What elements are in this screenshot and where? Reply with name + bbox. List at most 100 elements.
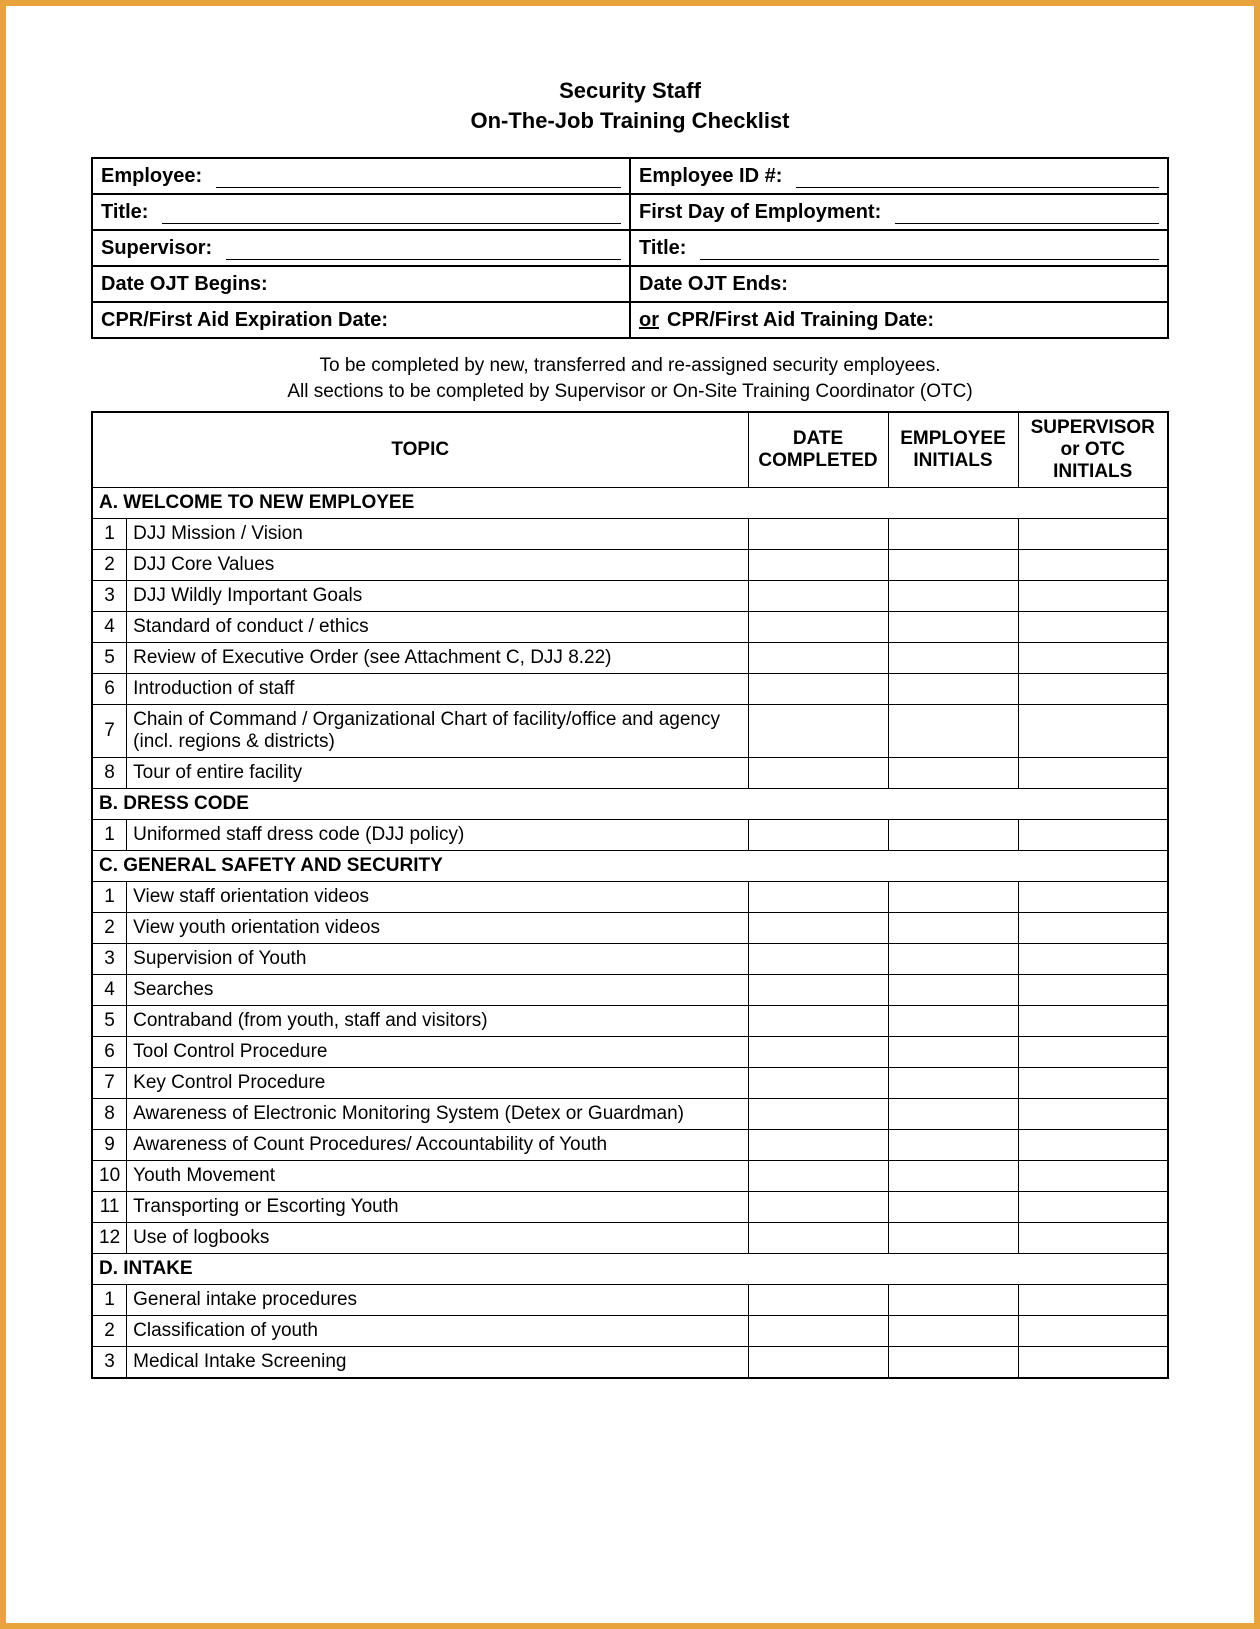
sup-cell[interactable] (1018, 549, 1168, 580)
sup-cell[interactable] (1018, 1160, 1168, 1191)
sup-cell[interactable] (1018, 704, 1168, 757)
sup-cell[interactable] (1018, 1191, 1168, 1222)
emp-cell[interactable] (888, 912, 1018, 943)
section-heading-row: C. GENERAL SAFETY AND SECURITY (92, 850, 1168, 881)
row-number: 10 (92, 1160, 127, 1191)
emp-cell[interactable] (888, 704, 1018, 757)
emp-cell[interactable] (888, 580, 1018, 611)
date-cell[interactable] (748, 974, 888, 1005)
sup-cell[interactable] (1018, 611, 1168, 642)
date-cell[interactable] (748, 549, 888, 580)
date-cell[interactable] (748, 1067, 888, 1098)
sup-cell[interactable] (1018, 1036, 1168, 1067)
row-topic: Contraband (from youth, staff and visito… (127, 1005, 748, 1036)
date-cell[interactable] (748, 1346, 888, 1378)
emp-cell[interactable] (888, 974, 1018, 1005)
row-topic: View staff orientation videos (127, 881, 748, 912)
date-cell[interactable] (748, 881, 888, 912)
date-cell[interactable] (748, 1098, 888, 1129)
info-blank-line[interactable] (162, 202, 621, 224)
sup-cell[interactable] (1018, 819, 1168, 850)
date-cell[interactable] (748, 1036, 888, 1067)
sup-cell[interactable] (1018, 943, 1168, 974)
date-cell[interactable] (748, 1315, 888, 1346)
info-blank-line[interactable] (700, 238, 1159, 260)
info-label-left: Supervisor: (101, 237, 212, 260)
sup-cell[interactable] (1018, 1315, 1168, 1346)
emp-cell[interactable] (888, 673, 1018, 704)
date-cell[interactable] (748, 704, 888, 757)
sup-cell[interactable] (1018, 580, 1168, 611)
sup-cell[interactable] (1018, 1222, 1168, 1253)
emp-cell[interactable] (888, 1191, 1018, 1222)
date-cell[interactable] (748, 580, 888, 611)
sup-cell[interactable] (1018, 1284, 1168, 1315)
date-cell[interactable] (748, 1191, 888, 1222)
date-cell[interactable] (748, 1222, 888, 1253)
date-cell[interactable] (748, 1005, 888, 1036)
emp-cell[interactable] (888, 1315, 1018, 1346)
row-number: 3 (92, 1346, 127, 1378)
date-cell[interactable] (748, 1284, 888, 1315)
row-topic: Tour of entire facility (127, 757, 748, 788)
emp-cell[interactable] (888, 1284, 1018, 1315)
emp-cell[interactable] (888, 881, 1018, 912)
instructions-line-1: To be completed by new, transferred and … (91, 353, 1169, 379)
checklist-row: 3Supervision of Youth (92, 943, 1168, 974)
emp-cell[interactable] (888, 518, 1018, 549)
row-topic: Transporting or Escorting Youth (127, 1191, 748, 1222)
sup-cell[interactable] (1018, 757, 1168, 788)
row-number: 3 (92, 943, 127, 974)
emp-cell[interactable] (888, 1222, 1018, 1253)
info-blank-line[interactable] (216, 166, 621, 188)
emp-cell[interactable] (888, 757, 1018, 788)
emp-cell[interactable] (888, 642, 1018, 673)
outer-frame: Security Staff On-The-Job Training Check… (0, 0, 1260, 1629)
emp-cell[interactable] (888, 1346, 1018, 1378)
date-cell[interactable] (748, 819, 888, 850)
emp-cell[interactable] (888, 1005, 1018, 1036)
emp-cell[interactable] (888, 1067, 1018, 1098)
date-cell[interactable] (748, 611, 888, 642)
date-cell[interactable] (748, 518, 888, 549)
checklist-row: 12Use of logbooks (92, 1222, 1168, 1253)
row-number: 7 (92, 1067, 127, 1098)
date-cell[interactable] (748, 642, 888, 673)
sup-cell[interactable] (1018, 673, 1168, 704)
emp-cell[interactable] (888, 1160, 1018, 1191)
sup-cell[interactable] (1018, 642, 1168, 673)
date-cell[interactable] (748, 673, 888, 704)
emp-cell[interactable] (888, 1036, 1018, 1067)
date-cell[interactable] (748, 943, 888, 974)
emp-cell[interactable] (888, 611, 1018, 642)
sup-cell[interactable] (1018, 1005, 1168, 1036)
date-cell[interactable] (748, 912, 888, 943)
info-blank-line[interactable] (796, 166, 1159, 188)
employee-info-table: Employee:Employee ID #:Title:First Day o… (91, 157, 1169, 339)
sup-cell[interactable] (1018, 881, 1168, 912)
emp-cell[interactable] (888, 943, 1018, 974)
section-heading: C. GENERAL SAFETY AND SECURITY (92, 850, 1168, 881)
info-label-right: First Day of Employment: (639, 201, 881, 224)
row-topic: Tool Control Procedure (127, 1036, 748, 1067)
instructions: To be completed by new, transferred and … (91, 353, 1169, 404)
emp-cell[interactable] (888, 1098, 1018, 1129)
section-heading-row: A. WELCOME TO NEW EMPLOYEE (92, 487, 1168, 518)
sup-cell[interactable] (1018, 518, 1168, 549)
sup-cell[interactable] (1018, 1129, 1168, 1160)
sup-cell[interactable] (1018, 974, 1168, 1005)
emp-cell[interactable] (888, 819, 1018, 850)
checklist-row: 7Chain of Command / Organizational Chart… (92, 704, 1168, 757)
sup-cell[interactable] (1018, 1346, 1168, 1378)
date-cell[interactable] (748, 757, 888, 788)
date-cell[interactable] (748, 1160, 888, 1191)
info-blank-line[interactable] (226, 238, 621, 260)
date-cell[interactable] (748, 1129, 888, 1160)
sup-cell[interactable] (1018, 1098, 1168, 1129)
sup-cell[interactable] (1018, 1067, 1168, 1098)
info-blank-line[interactable] (895, 202, 1159, 224)
emp-cell[interactable] (888, 549, 1018, 580)
row-topic: Awareness of Count Procedures/ Accountab… (127, 1129, 748, 1160)
emp-cell[interactable] (888, 1129, 1018, 1160)
sup-cell[interactable] (1018, 912, 1168, 943)
